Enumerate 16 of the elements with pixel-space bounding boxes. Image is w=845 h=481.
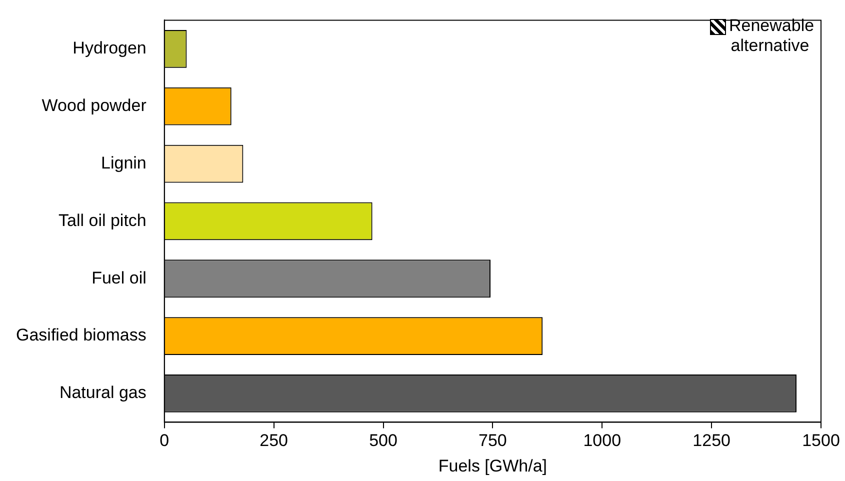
y-tick-label: Fuel oil [92,268,146,288]
x-tick-label: 1000 [583,431,622,450]
x-tick-label: 500 [369,431,398,450]
x-axis-title: Fuels [GWh/a] [438,456,548,476]
y-tick-label: Tall oil pitch [58,210,146,230]
y-tick-label: Wood powder [42,96,147,116]
y-tick-label: Hydrogen [72,38,146,58]
x-tick-label: 0 [160,431,170,450]
x-tick-label: 250 [260,431,288,450]
y-tick-label: Gasified biomass [16,326,146,345]
legend-label: Renewable alternative [729,16,814,56]
x-tick-label: 1500 [802,431,840,450]
x-tick-label: 1250 [692,431,730,450]
x-tick-label: 750 [478,431,507,450]
y-tick-label: Lignin [101,153,146,172]
y-tick-label: Natural gas [59,383,146,402]
